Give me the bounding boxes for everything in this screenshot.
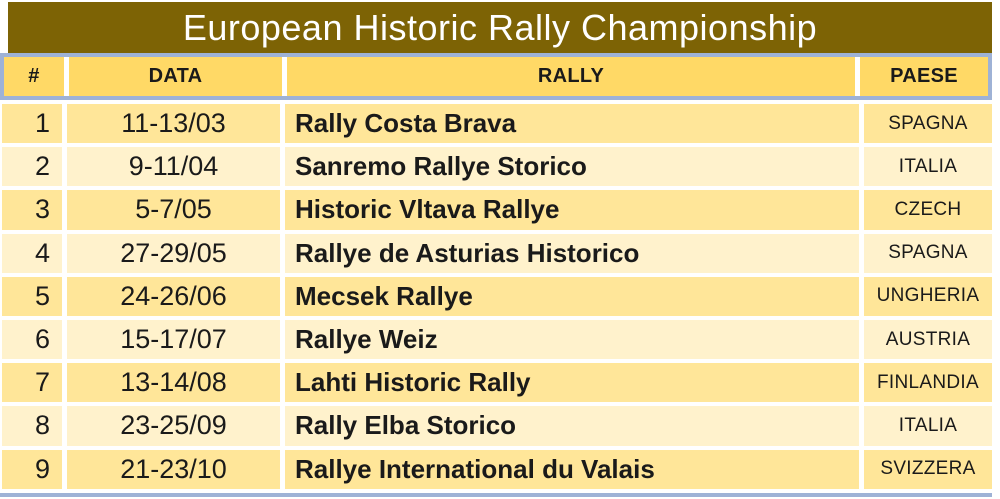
cell-round-number: 1 (2, 104, 62, 144)
cell-round-number: 9 (2, 449, 62, 489)
cell-country: UNGHERIA (864, 276, 992, 316)
column-header-number: # (4, 57, 64, 96)
table-title-bar: European Historic Rally Championship (8, 2, 992, 53)
table-body: 1 11-13/03 Rally Costa Brava SPAGNA 2 9-… (2, 104, 992, 489)
column-header-rally: RALLY (287, 57, 855, 96)
column-header-country: PAESE (860, 57, 988, 96)
table-row: 9 21-23/10 Rallye International du Valai… (2, 449, 992, 489)
column-header-date: DATA (69, 57, 282, 96)
cell-rally-name: Rallye International du Valais (285, 449, 859, 489)
cell-country: ITALIA (864, 406, 992, 446)
table-row: 1 11-13/03 Rally Costa Brava SPAGNA (2, 104, 992, 144)
cell-country: SVIZZERA (864, 449, 992, 489)
table-row: 4 27-29/05 Rallye de Asturias Historico … (2, 233, 992, 273)
table-row: 2 9-11/04 Sanremo Rallye Storico ITALIA (2, 147, 992, 187)
cell-country: FINLANDIA (864, 363, 992, 403)
cell-date: 9-11/04 (67, 147, 280, 187)
cell-country: SPAGNA (864, 104, 992, 144)
cell-round-number: 2 (2, 147, 62, 187)
cell-date: 5-7/05 (67, 190, 280, 230)
table-row: 7 13-14/08 Lahti Historic Rally FINLANDI… (2, 363, 992, 403)
cell-round-number: 3 (2, 190, 62, 230)
cell-round-number: 5 (2, 276, 62, 316)
cell-country: AUSTRIA (864, 319, 992, 360)
cell-round-number: 4 (2, 233, 62, 273)
cell-rally-name: Lahti Historic Rally (285, 363, 859, 403)
table-header-row: # DATA RALLY PAESE (0, 53, 992, 100)
cell-rally-name: Sanremo Rallye Storico (285, 147, 859, 187)
cell-date: 13-14/08 (67, 363, 280, 403)
cell-rally-name: Rally Costa Brava (285, 104, 859, 144)
cell-rally-name: Historic Vltava Rallye (285, 190, 859, 230)
cell-date: 23-25/09 (67, 406, 280, 446)
cell-date: 11-13/03 (67, 104, 280, 144)
cell-date: 24-26/06 (67, 276, 280, 316)
table-row: 5 24-26/06 Mecsek Rallye UNGHERIA (2, 276, 992, 316)
cell-country: SPAGNA (864, 233, 992, 273)
page-title: European Historic Rally Championship (182, 6, 818, 48)
cell-rally-name: Mecsek Rallye (285, 276, 859, 316)
table-row: 6 15-17/07 Rallye Weiz AUSTRIA (2, 319, 992, 360)
cell-rally-name: Rally Elba Storico (285, 406, 859, 446)
table-row: 8 23-25/09 Rally Elba Storico ITALIA (2, 406, 992, 446)
cell-date: 21-23/10 (67, 449, 280, 489)
cell-date: 15-17/07 (67, 319, 280, 360)
cell-rally-name: Rallye Weiz (285, 319, 859, 360)
cell-round-number: 7 (2, 363, 62, 403)
cell-rally-name: Rallye de Asturias Historico (285, 233, 859, 273)
cell-round-number: 8 (2, 406, 62, 446)
cell-date: 27-29/05 (67, 233, 280, 273)
cell-country: CZECH (864, 190, 992, 230)
cell-round-number: 6 (2, 319, 62, 360)
bottom-border (0, 493, 992, 497)
cell-country: ITALIA (864, 147, 992, 187)
table-row: 3 5-7/05 Historic Vltava Rallye CZECH (2, 190, 992, 230)
